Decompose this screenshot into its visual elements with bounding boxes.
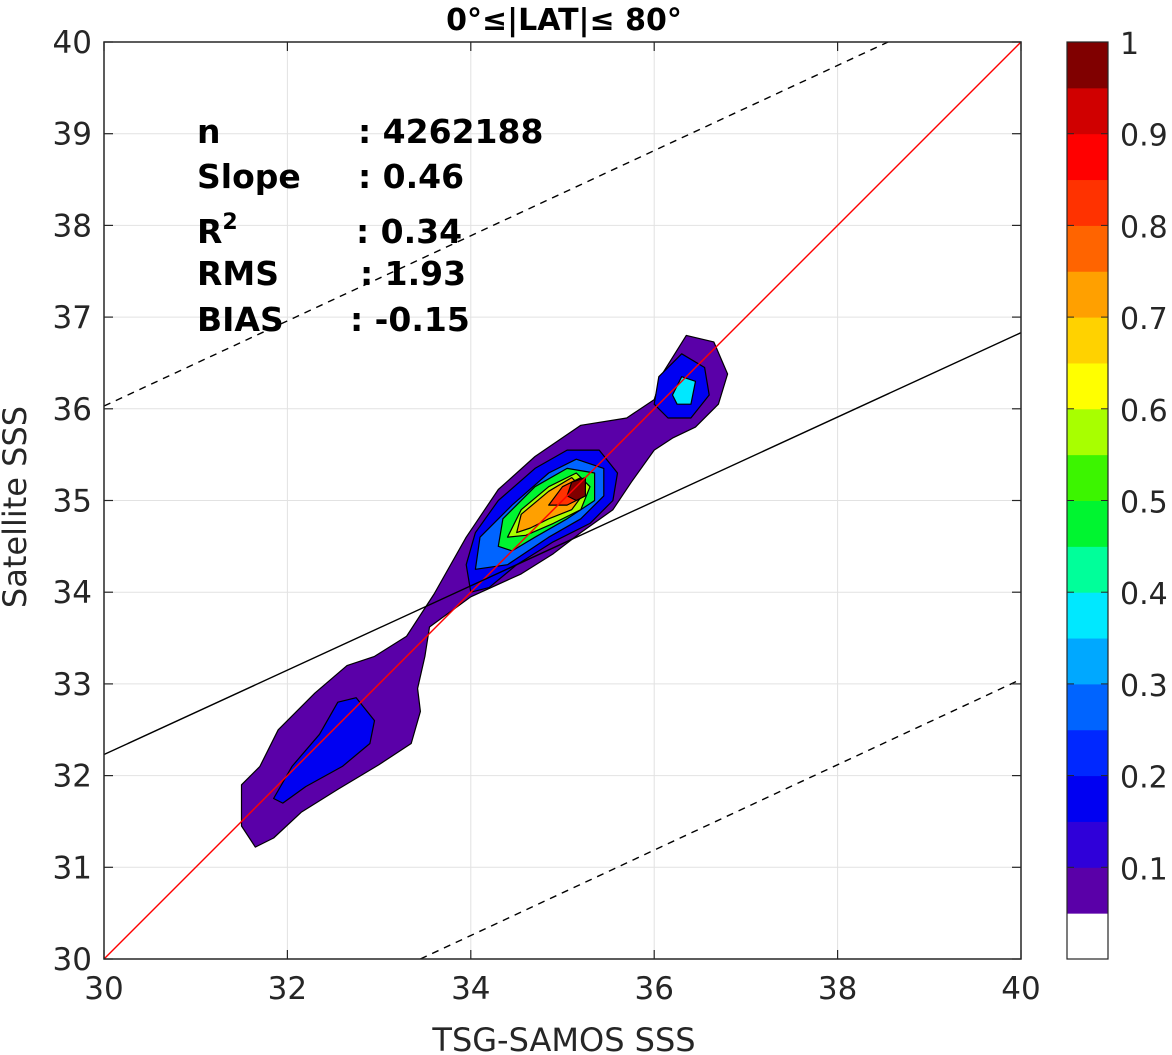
reference-lines [104, 42, 1021, 959]
colorbar-segment [1067, 546, 1108, 593]
stat-label: BIAS [197, 300, 284, 339]
colorbar-segment [1067, 913, 1108, 960]
x-tick-label: 30 [84, 971, 123, 1007]
y-tick-label: 31 [53, 850, 92, 886]
density-contours [240, 334, 729, 848]
one-to-one-line [104, 42, 1021, 959]
stat-label: n [197, 112, 221, 151]
y-tick-label: 40 [53, 25, 92, 61]
grid-lines [104, 42, 1021, 959]
colorbar-segment [1067, 638, 1108, 685]
colorbar-segment [1067, 683, 1108, 731]
stat-label: RMS [197, 254, 279, 293]
colorbar-tick-label: 0.9 [1120, 119, 1168, 154]
colorbar-segment [1067, 408, 1108, 456]
y-axis-label: Satellite SSS [0, 406, 34, 608]
colorbar-segment [1067, 821, 1108, 868]
colorbar-segment [1067, 362, 1108, 410]
regression-line [104, 332, 1021, 756]
axis-ticks: 30 32 34 36 38 40 30 31 32 33 34 35 36 37 38 39 40 [53, 25, 1041, 1007]
x-axis-label: TSG-SAMOS SSS [431, 1021, 695, 1055]
stat-label-superscript: 2 [222, 210, 237, 235]
stat-value: : 0.46 [358, 157, 464, 196]
colorbar-tick-label: 0.5 [1120, 486, 1168, 521]
density-contour-level [273, 697, 376, 804]
upper-envelope-line [104, 42, 889, 407]
colorbar-segment [1067, 133, 1108, 181]
y-tick-label: 35 [53, 484, 92, 520]
x-tick-label: 38 [818, 971, 857, 1007]
stat-label: Slope [197, 157, 301, 196]
colorbar-tick-label: 0.8 [1120, 210, 1168, 245]
density-contour-level [671, 376, 697, 405]
colorbar-segment [1067, 454, 1108, 501]
colorbar-segment [1067, 87, 1108, 135]
colorbar-segment [1067, 225, 1108, 272]
colorbar-segment [1067, 317, 1108, 364]
colorbar-segment [1067, 867, 1108, 914]
stat-value: : 4262188 [358, 112, 543, 151]
y-tick-label: 39 [53, 117, 92, 153]
y-tick-label: 32 [53, 759, 92, 795]
stat-value: : -0.15 [350, 300, 470, 339]
colorbar-segment [1067, 729, 1108, 777]
colorbar-tick-label: 0.4 [1120, 577, 1168, 612]
colorbar-tick-label: 1 [1120, 27, 1139, 62]
colorbar: 0.1 0.2 0.3 0.4 0.5 0.6 0.7 0.8 0.9 1 [1066, 27, 1168, 960]
colorbar-segment [1067, 500, 1108, 547]
colorbar-tick-label: 0.7 [1120, 302, 1168, 337]
y-tick-label: 38 [53, 208, 92, 244]
y-tick-label: 34 [53, 575, 92, 611]
stat-value: : 0.34 [356, 212, 462, 251]
x-tick-label: 34 [451, 971, 490, 1007]
chart-title: 0°≤|LAT|≤ 80° [446, 3, 682, 38]
colorbar-segment [1067, 179, 1108, 226]
stat-value: : 1.93 [360, 254, 466, 293]
x-tick-label: 32 [268, 971, 307, 1007]
density-contour-level [566, 477, 587, 502]
colorbar-segment [1067, 775, 1108, 822]
y-tick-label: 30 [53, 942, 92, 978]
colorbar-tick-label: 0.6 [1120, 394, 1168, 429]
y-tick-label: 37 [53, 300, 92, 336]
colorbar-segment [1067, 592, 1108, 639]
y-tick-label: 33 [53, 667, 92, 703]
y-tick-label: 36 [53, 392, 92, 428]
x-tick-label: 36 [634, 971, 673, 1007]
colorbar-segment [1067, 271, 1108, 318]
colorbar-tick-label: 0.1 [1120, 852, 1168, 887]
colorbar-segment [1067, 42, 1108, 89]
colorbar-tick-label: 0.3 [1120, 669, 1168, 704]
colorbar-tick-label: 0.2 [1120, 761, 1168, 796]
x-tick-label: 40 [1001, 971, 1040, 1007]
lower-envelope-line [420, 678, 1021, 959]
